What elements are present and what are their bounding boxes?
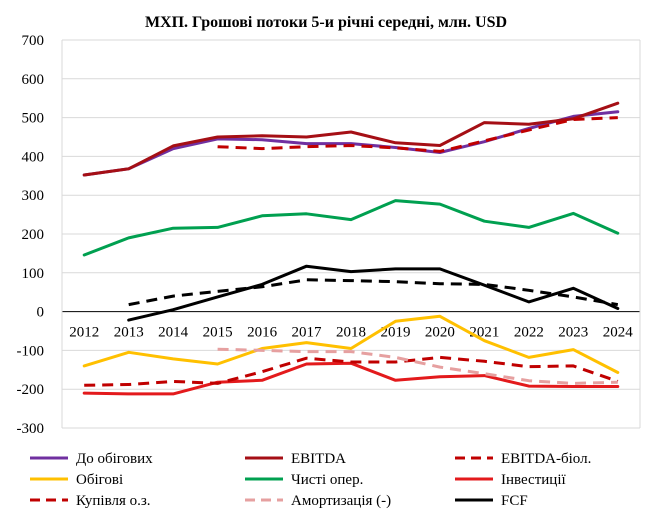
legend-label: FCF xyxy=(501,493,528,509)
legend-label: Інвестиції xyxy=(501,472,566,488)
x-axis-ticks: 2012 2013 2014 2015 2016 2017 2018 2019 2020 2021… xyxy=(69,325,633,341)
y-tick-label: 600 xyxy=(22,72,45,88)
x-tick-label: 2020 xyxy=(425,325,455,341)
y-tick-label: 400 xyxy=(22,149,45,165)
y-tick-label: 200 xyxy=(22,227,45,243)
y-axis-ticks: 700 600 500 400 300 200 100 0 -100 -200 -300 xyxy=(17,33,45,437)
series-line-чисті-опер xyxy=(82,199,620,257)
y-tick-label: 300 xyxy=(22,188,45,204)
y-tick-label: -100 xyxy=(17,343,45,359)
legend-label: До обігових xyxy=(76,451,153,467)
legend: До обігових EBITDA EBITDA-біол. Обігові Чист… xyxy=(30,451,591,509)
series-line-до-обігових xyxy=(82,110,620,177)
legend-label: Обігові xyxy=(76,472,123,488)
y-tick-label: 500 xyxy=(22,111,45,127)
series-line-ebitda xyxy=(82,101,620,177)
series-line-обігові xyxy=(82,314,620,374)
grid-lines xyxy=(61,39,641,429)
x-tick-label: 2023 xyxy=(558,325,588,341)
x-tick-label: 2013 xyxy=(114,325,144,341)
series-line-купівля-о-з xyxy=(84,355,619,387)
x-tick-label: 2016 xyxy=(247,325,278,341)
x-tick-label: 2018 xyxy=(336,325,366,341)
series-lines xyxy=(82,101,620,396)
x-tick-label: 2024 xyxy=(603,325,634,341)
y-tick-label: 0 xyxy=(37,305,45,321)
x-tick-label: 2014 xyxy=(158,325,189,341)
x-tick-label: 2012 xyxy=(69,325,99,341)
series-line-fcf xyxy=(127,264,620,322)
legend-label: EBITDA-біол. xyxy=(501,451,591,467)
chart-title: МХП. Грошові потоки 5-и річні середні, м… xyxy=(145,14,507,31)
legend-label: Купівля о.з. xyxy=(76,493,151,509)
x-tick-label: 2021 xyxy=(469,325,499,341)
series-line-амортизація xyxy=(217,347,618,385)
y-tick-label: 100 xyxy=(22,266,45,282)
legend-label: EBITDA xyxy=(291,451,346,467)
x-tick-label: 2019 xyxy=(380,325,410,341)
legend-label: Чисті опер. xyxy=(291,472,363,488)
series-line-fcf-trend xyxy=(128,278,619,307)
x-tick-label: 2015 xyxy=(203,325,233,341)
y-tick-label: -200 xyxy=(17,382,45,398)
x-tick-label: 2017 xyxy=(292,325,323,341)
y-tick-label: -300 xyxy=(17,421,45,437)
series-line-ebitda-біол xyxy=(217,116,618,153)
legend-label: Амортизація (-) xyxy=(291,493,391,509)
x-tick-label: 2022 xyxy=(514,325,544,341)
y-tick-label: 700 xyxy=(22,33,45,49)
